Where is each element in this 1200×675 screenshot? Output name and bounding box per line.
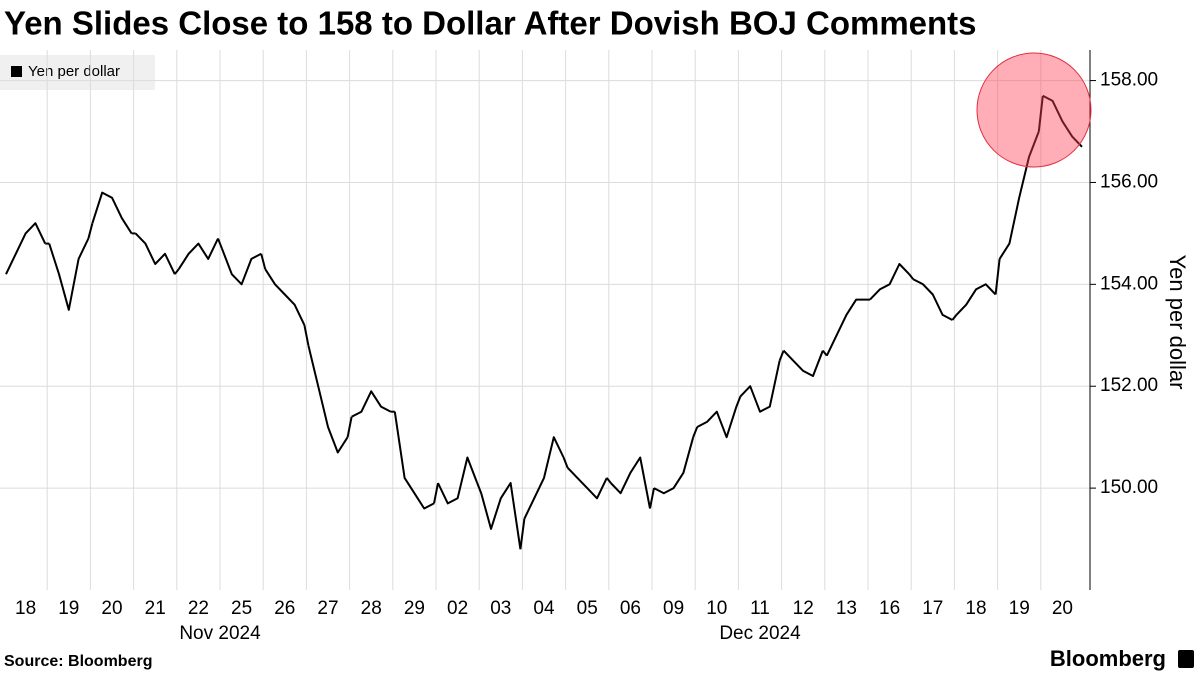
line-connector xyxy=(260,253,267,270)
price-line xyxy=(1042,94,1083,148)
price-line xyxy=(523,436,565,520)
x-tick-label: 19 xyxy=(58,598,79,619)
legend-swatch xyxy=(11,66,22,77)
x-tick-label: 28 xyxy=(361,598,382,619)
price-line xyxy=(696,406,738,439)
x-tick-label: 11 xyxy=(750,598,770,619)
line-connector xyxy=(562,457,569,469)
month-label: Nov 2024 xyxy=(179,623,261,644)
price-line xyxy=(134,232,176,275)
y-axis-label: Yen per dollar xyxy=(1165,255,1190,390)
highlight xyxy=(976,52,1092,168)
price-line xyxy=(437,456,479,505)
price-line xyxy=(177,238,219,270)
x-tick-label: 13 xyxy=(836,598,857,619)
legend-label: Yen per dollar xyxy=(28,63,120,80)
price-line xyxy=(221,248,262,286)
line-connector xyxy=(433,482,439,504)
line-connector xyxy=(951,314,958,321)
x-tick-label: 02 xyxy=(447,598,468,619)
y-tick-label: 154.00 xyxy=(1100,273,1158,294)
x-tick-label: 09 xyxy=(663,598,684,619)
price-line xyxy=(393,411,435,510)
price-line xyxy=(998,131,1040,260)
price-line xyxy=(825,298,866,357)
x-tick-label: 03 xyxy=(490,598,511,619)
line-connector xyxy=(692,426,699,438)
price-line xyxy=(912,278,953,321)
price-line xyxy=(610,456,651,509)
price-line xyxy=(782,349,824,377)
line-connector xyxy=(735,396,742,407)
x-tick-label: 17 xyxy=(922,598,943,619)
price-line xyxy=(264,268,306,326)
line-connector xyxy=(606,477,612,484)
price-line xyxy=(351,390,392,418)
x-tick-label: 04 xyxy=(533,598,555,619)
x-tick-label: 21 xyxy=(145,598,166,619)
brand: Bloomberg xyxy=(1050,646,1166,671)
x-tick-label: 06 xyxy=(620,598,641,619)
x-tick-label: 16 xyxy=(879,598,900,619)
y-tick-label: 156.00 xyxy=(1100,171,1158,192)
x-tick-label: 22 xyxy=(188,598,209,619)
line-connector xyxy=(994,258,1001,295)
line-connector xyxy=(778,350,785,362)
x-tick-label: 12 xyxy=(793,598,814,619)
line-connector xyxy=(519,518,526,550)
line-connector xyxy=(174,268,180,275)
plot: 150.00 152.00 154.00 156.00 158.00 18 19 20 21 22… xyxy=(0,50,1158,644)
y-tick-label: 150.00 xyxy=(1100,477,1158,498)
price-line xyxy=(5,222,47,275)
price-line xyxy=(48,238,90,311)
legend-box xyxy=(0,55,155,90)
x-tick-label: 19 xyxy=(1009,598,1030,619)
x-tick-label: 25 xyxy=(231,598,252,619)
line-connector xyxy=(346,416,353,438)
line-connector xyxy=(1037,95,1044,132)
price-line xyxy=(653,436,695,495)
line-connector xyxy=(217,238,223,250)
line-connector xyxy=(476,482,483,494)
month-label: Dec 2024 xyxy=(719,623,801,644)
x-tick-label: 18 xyxy=(965,598,986,619)
x-tick-label: 10 xyxy=(706,598,727,619)
chart-title: Yen Slides Close to 158 to Dollar After … xyxy=(4,5,977,42)
brand-icon xyxy=(1178,650,1194,668)
source: Source: Bloomberg xyxy=(4,653,152,670)
y-tick-label: 152.00 xyxy=(1100,375,1158,396)
line-connector xyxy=(908,273,914,280)
price-line xyxy=(91,191,133,234)
line-connector xyxy=(303,324,310,346)
x-tick-label: 20 xyxy=(1052,598,1073,619)
x-tick-label: 29 xyxy=(404,598,425,619)
x-tick-label: 05 xyxy=(577,598,598,619)
price-line xyxy=(739,360,781,413)
price-line xyxy=(955,283,997,316)
price-line xyxy=(869,263,910,301)
x-tick-label: 26 xyxy=(274,598,295,619)
price-line xyxy=(307,345,349,454)
price-line xyxy=(480,482,522,550)
line-connector xyxy=(87,222,94,239)
x-tick-label: 20 xyxy=(101,598,122,619)
x-tick-label: 18 xyxy=(15,598,36,619)
x-tick-label: 27 xyxy=(317,598,338,619)
line-connector xyxy=(649,487,655,509)
price-line xyxy=(566,467,608,500)
y-tick-label: 158.00 xyxy=(1100,70,1158,91)
